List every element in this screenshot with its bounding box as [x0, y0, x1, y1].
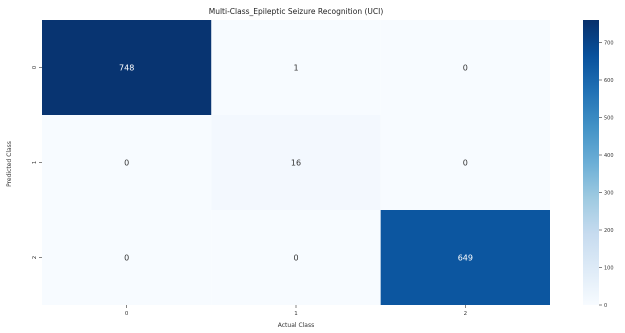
cell-value-label: 0 — [463, 64, 468, 73]
x-tick-label: 2 — [464, 311, 468, 317]
y-axis-ticks: 0 1 2 — [32, 65, 42, 259]
colorbar-gradient — [583, 20, 599, 305]
heatmap-cell — [380, 115, 550, 210]
y-tick-label: 1 — [32, 161, 38, 165]
colorbar-tick-label: 200 — [604, 228, 614, 234]
colorbar-tick-label: 300 — [604, 191, 614, 197]
heatmap-cells: 748 1 0 0 16 0 0 0 649 — [42, 20, 550, 305]
heatmap-cell — [42, 115, 212, 210]
heatmap-cell — [211, 210, 381, 305]
x-axis-ticks: 0 1 2 — [125, 305, 467, 317]
colorbar: 0 100 200 300 400 500 600 700 — [583, 20, 614, 309]
heatmap-cell — [211, 115, 381, 210]
cell-value-label: 0 — [463, 159, 468, 168]
cell-value-label: 0 — [293, 254, 298, 263]
heatmap-cell — [380, 210, 550, 305]
cell-value-label: 16 — [291, 159, 301, 168]
heatmap-cell — [42, 210, 212, 305]
x-tick-label: 0 — [125, 311, 129, 317]
cell-value-label: 649 — [458, 254, 473, 263]
colorbar-tick-label: 0 — [604, 303, 607, 309]
chart-title: Multi-Class_Epileptic Seizure Recognitio… — [209, 7, 384, 16]
colorbar-tick-label: 100 — [604, 266, 614, 272]
cell-value-label: 0 — [124, 254, 129, 263]
y-tick-label: 2 — [32, 256, 38, 260]
colorbar-tick-label: 700 — [604, 41, 614, 47]
colorbar-tick-label: 400 — [604, 153, 614, 159]
x-tick-label: 1 — [294, 311, 298, 317]
y-axis-label: Predicted Class — [6, 141, 13, 187]
cell-value-label: 0 — [124, 159, 129, 168]
y-tick-label: 0 — [32, 65, 38, 69]
cell-value-label: 1 — [293, 64, 298, 73]
heatmap-cell — [211, 20, 381, 115]
heatmap-cell — [42, 20, 212, 115]
cell-value-label: 748 — [119, 64, 134, 73]
colorbar-tick-label: 500 — [604, 116, 614, 122]
colorbar-tick-label: 600 — [604, 78, 614, 84]
x-axis-label: Actual Class — [278, 322, 315, 329]
heatmap-cell — [380, 20, 550, 115]
